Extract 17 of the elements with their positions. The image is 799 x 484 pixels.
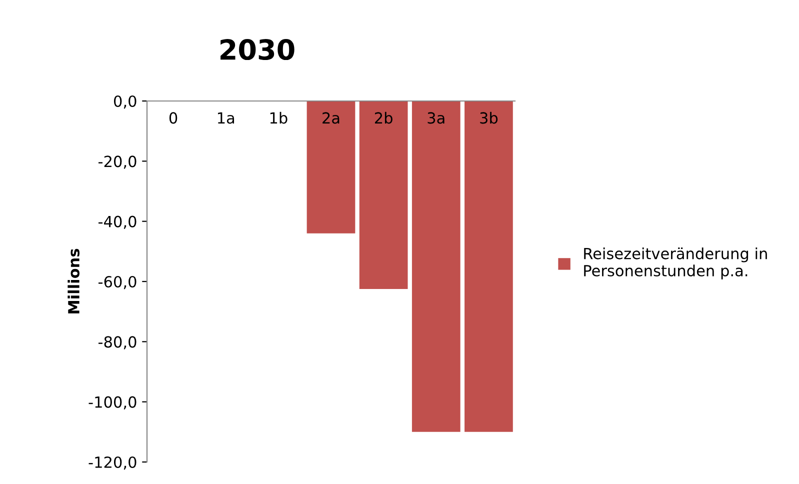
y-tick-label: -40,0	[98, 216, 136, 229]
y-tick-label: -80,0	[98, 336, 136, 350]
y-tick-label: -100,0	[88, 396, 136, 410]
x-tick-label: 1a	[218, 112, 234, 124]
x-tick-label: 1b	[270, 112, 288, 124]
x-tick-label: 3b	[480, 112, 498, 124]
x-tick-label: 3a	[428, 112, 444, 124]
y-axis-title: Millions	[68, 248, 80, 314]
x-tick-label: 2a	[322, 112, 340, 124]
legend-label: Reisezeitveränderung in Personenstunden p.a.	[584, 248, 767, 280]
chart-title: 2030	[220, 39, 294, 60]
x-tick-label: 0	[169, 112, 178, 124]
x-tick-label: 2b	[374, 112, 392, 124]
y-tick-label: -20,0	[98, 156, 136, 169]
y-tick-label: -60,0	[98, 276, 136, 290]
y-tick-label: 0,0	[114, 95, 136, 109]
y-tick-label: -120,0	[88, 456, 136, 470]
